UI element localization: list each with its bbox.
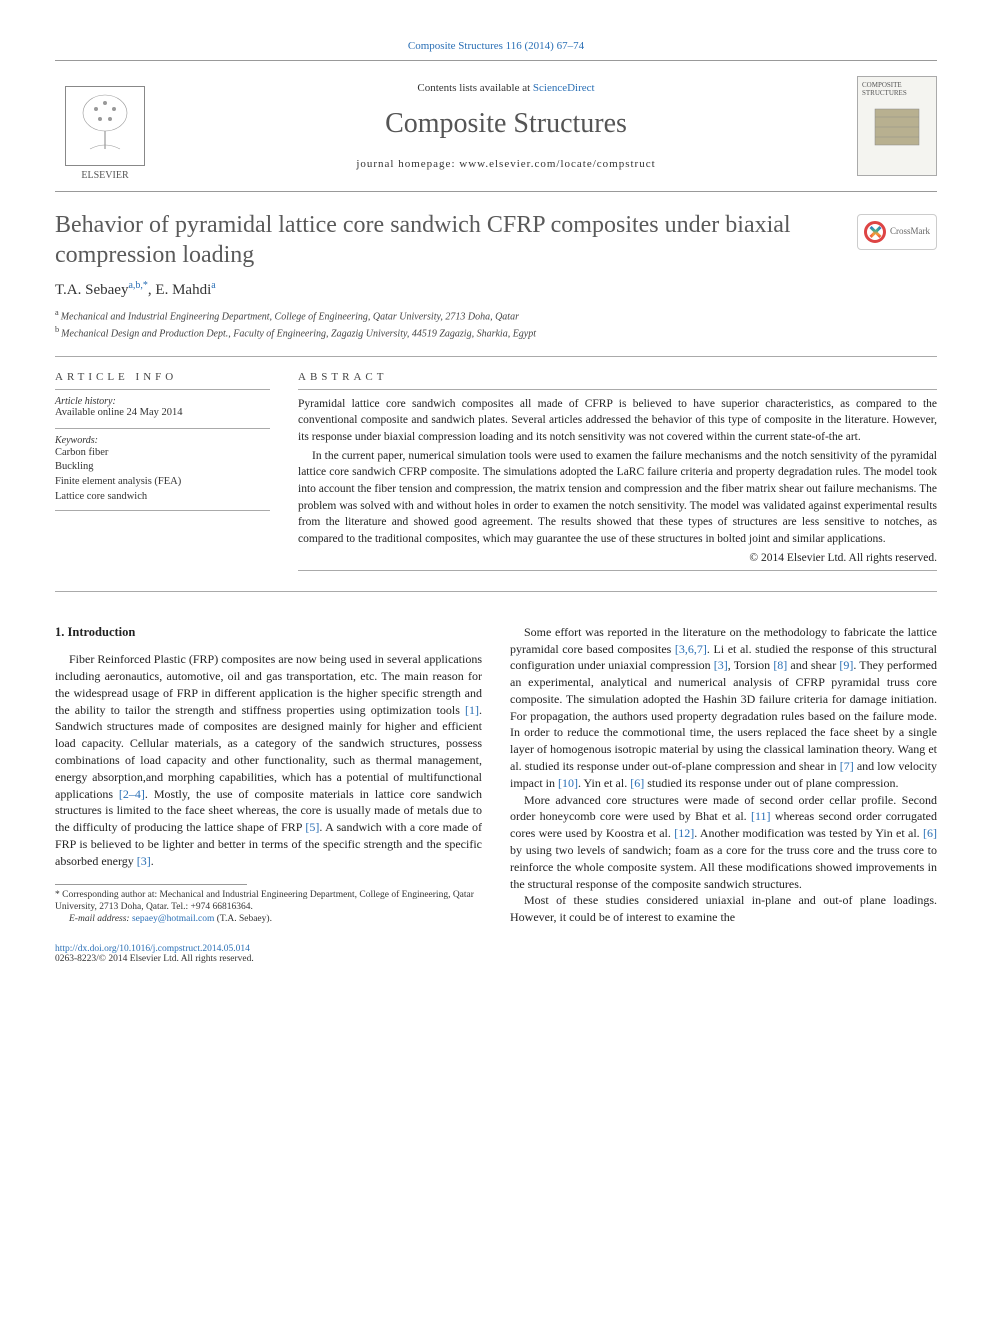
ref-2-4[interactable]: [2–4] (119, 787, 145, 801)
history-text: Available online 24 May 2014 (55, 407, 270, 418)
keyword: Lattice core sandwich (55, 490, 270, 505)
intro-p3: More advanced core structures were made … (510, 792, 937, 893)
section-1-heading: 1. Introduction (55, 624, 482, 642)
email-suffix: (T.A. Sebaey). (214, 914, 272, 924)
keywords-list: Carbon fiber Buckling Finite element ana… (55, 446, 270, 505)
elsevier-tree-icon (65, 86, 145, 166)
journal-homepage[interactable]: journal homepage: www.elsevier.com/locat… (155, 158, 857, 170)
article-info: ARTICLE INFO Article history: Available … (55, 371, 270, 577)
abstract-heading: ABSTRACT (298, 371, 937, 383)
affiliation-a: Mechanical and Industrial Engineering De… (61, 311, 519, 322)
affiliations: aMechanical and Industrial Engineering D… (55, 307, 937, 342)
crossmark-badge[interactable]: CrossMark (857, 214, 937, 250)
contents-line: Contents lists available at ScienceDirec… (155, 82, 857, 94)
journal-header: ELSEVIER Contents lists available at Sci… (55, 60, 937, 192)
abstract-divider-top (298, 389, 937, 390)
ref-3b[interactable]: [3] (714, 658, 728, 672)
history-label: Article history: (55, 396, 270, 407)
author-1-affil[interactable]: a,b,* (128, 280, 147, 291)
author-2-affil[interactable]: a (211, 280, 215, 291)
column-right: Some effort was reported in the literatu… (510, 624, 937, 926)
contents-prefix: Contents lists available at (417, 82, 532, 94)
crossmark-icon (864, 221, 886, 243)
info-heading: ARTICLE INFO (55, 371, 270, 383)
ref-1[interactable]: [1] (465, 703, 479, 717)
abstract-p2: In the current paper, numerical simulati… (298, 448, 937, 548)
publisher-name: ELSEVIER (81, 170, 128, 181)
ref-3[interactable]: [3] (137, 854, 151, 868)
footnote-separator (55, 884, 247, 885)
keywords-label: Keywords: (55, 435, 270, 446)
keyword: Finite element analysis (FEA) (55, 475, 270, 490)
intro-p2: Some effort was reported in the literatu… (510, 624, 937, 792)
column-left: 1. Introduction Fiber Reinforced Plastic… (55, 624, 482, 926)
footer: http://dx.doi.org/10.1016/j.compstruct.2… (55, 944, 937, 964)
citation-link[interactable]: Composite Structures 116 (2014) 67–74 (55, 40, 937, 52)
info-divider-3 (55, 510, 270, 511)
abstract-p1: Pyramidal lattice core sandwich composit… (298, 396, 937, 446)
issn-copyright: 0263-8223/© 2014 Elsevier Ltd. All right… (55, 954, 937, 964)
divider-2 (55, 591, 937, 592)
intro-p1: Fiber Reinforced Plastic (FRP) composite… (55, 651, 482, 869)
copyright: © 2014 Elsevier Ltd. All rights reserved… (298, 552, 937, 564)
sciencedirect-link[interactable]: ScienceDirect (533, 82, 595, 94)
article-title: Behavior of pyramidal lattice core sandw… (55, 210, 937, 270)
divider (55, 356, 937, 357)
ref-5[interactable]: [5] (305, 820, 319, 834)
crossmark-label: CrossMark (890, 226, 930, 237)
keyword: Buckling (55, 460, 270, 475)
abstract: ABSTRACT Pyramidal lattice core sandwich… (298, 371, 937, 577)
ref-12[interactable]: [12] (674, 826, 694, 840)
journal-title: Composite Structures (155, 108, 857, 140)
ref-6b[interactable]: [6] (923, 826, 937, 840)
elsevier-logo: ELSEVIER (55, 71, 155, 181)
email-link[interactable]: sepaey@hotmail.com (132, 914, 214, 924)
header-center: Contents lists available at ScienceDirec… (155, 82, 857, 170)
author-1: T.A. Sebaey (55, 282, 128, 298)
title-text: Behavior of pyramidal lattice core sandw… (55, 212, 791, 268)
ref-9[interactable]: [9] (839, 658, 853, 672)
corresponding-author-footnote: * Corresponding author at: Mechanical an… (55, 889, 482, 926)
ref-7[interactable]: [7] (840, 759, 854, 773)
affiliation-b: Mechanical Design and Production Dept., … (61, 329, 536, 340)
journal-cover-thumbnail: COMPOSITE STRUCTURES (857, 76, 937, 176)
footnote-corr: * Corresponding author at: Mechanical an… (55, 889, 482, 914)
intro-p4: Most of these studies considered uniaxia… (510, 892, 937, 926)
ref-10[interactable]: [10] (558, 776, 578, 790)
keyword: Carbon fiber (55, 446, 270, 461)
info-divider-2 (55, 428, 270, 429)
ref-6[interactable]: [6] (630, 776, 644, 790)
body-columns: 1. Introduction Fiber Reinforced Plastic… (55, 624, 937, 926)
cover-label: COMPOSITE STRUCTURES (862, 81, 932, 97)
ref-3-6-7[interactable]: [3,6,7] (675, 642, 707, 656)
authors: T.A. Sebaeya,b,*, E. Mahdia (55, 280, 937, 299)
author-2: , E. Mahdi (148, 282, 211, 298)
email-label: E-mail address: (69, 914, 132, 924)
abstract-divider-bottom (298, 570, 937, 571)
ref-11[interactable]: [11] (751, 809, 771, 823)
info-divider (55, 389, 270, 390)
doi-link[interactable]: http://dx.doi.org/10.1016/j.compstruct.2… (55, 944, 250, 954)
ref-8[interactable]: [8] (773, 658, 787, 672)
